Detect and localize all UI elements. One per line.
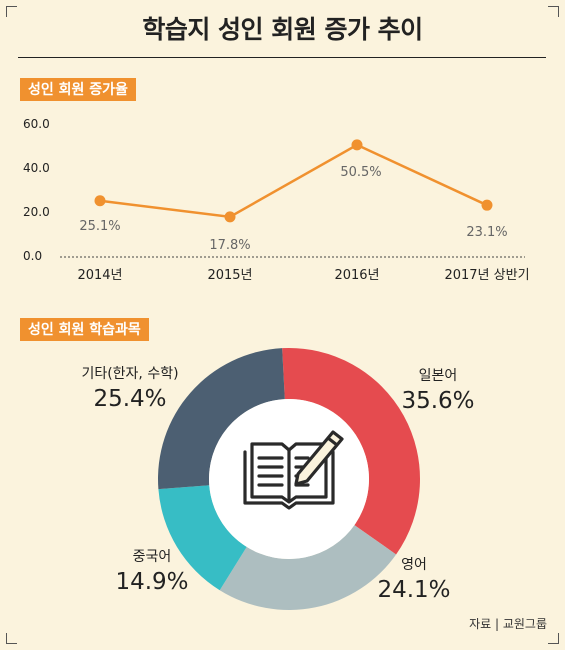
y-tick-label: 60.0 <box>23 117 50 131</box>
slice-label: 일본어 <box>419 368 458 384</box>
donut-slice <box>158 348 285 490</box>
y-tick-label: 20.0 <box>23 205 50 219</box>
book-pencil-icon <box>243 430 344 510</box>
x-tick-label: 2016년 <box>334 268 379 283</box>
y-tick-label: 40.0 <box>23 161 50 175</box>
data-point <box>351 139 363 151</box>
x-tick-label: 2017년 상반기 <box>444 268 529 283</box>
y-tick-label: 0.0 <box>23 249 42 263</box>
slice-value: 25.4% <box>93 386 166 412</box>
data-label: 23.1% <box>466 225 507 240</box>
slice-label: 영어 <box>401 557 427 573</box>
slice-label: 중국어 <box>133 549 172 565</box>
corner-mark <box>6 633 17 644</box>
donut-slice <box>219 525 397 610</box>
x-tick-label: 2014년 <box>77 268 122 283</box>
corner-mark <box>6 6 17 17</box>
series-line <box>99 143 488 219</box>
x-tick-label: 2015년 <box>207 268 252 283</box>
source-note: 자료 | 교원그룹 <box>469 617 547 631</box>
donut-slice <box>158 485 247 591</box>
slice-value: 24.1% <box>377 577 450 603</box>
slice-value: 35.6% <box>401 388 474 414</box>
data-label: 50.5% <box>340 165 381 180</box>
data-point <box>224 211 236 223</box>
corner-mark <box>548 633 559 644</box>
line-chart-title: 성인 회원 증가율 <box>20 78 136 101</box>
slice-label: 기타(한자, 수학) <box>81 366 178 382</box>
data-label: 17.8% <box>209 238 250 253</box>
data-point <box>94 195 106 207</box>
title-divider <box>18 57 546 58</box>
slice-value: 14.9% <box>115 569 188 595</box>
page-title: 학습지 성인 회원 증가 추이 <box>142 15 423 44</box>
corner-mark <box>548 6 559 17</box>
data-label: 25.1% <box>79 219 120 234</box>
donut-slice <box>282 348 420 555</box>
donut-chart-title: 성인 회원 학습과목 <box>20 318 149 341</box>
data-point <box>481 199 493 211</box>
